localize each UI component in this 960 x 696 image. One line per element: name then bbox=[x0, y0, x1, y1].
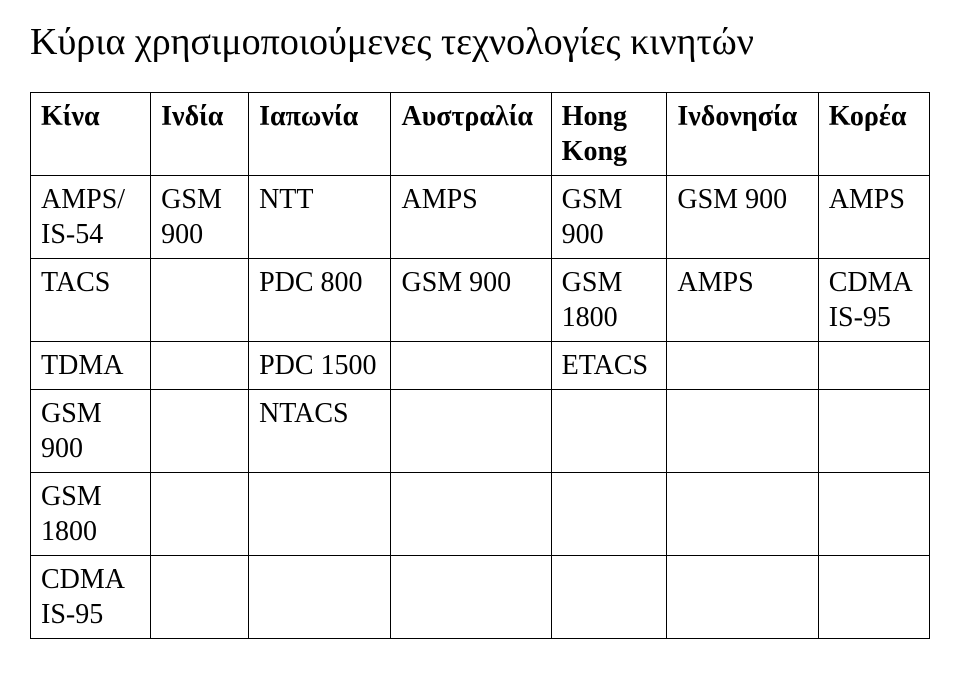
cell: CDMA IS-95 bbox=[818, 259, 929, 342]
table-row: GSM 1800 bbox=[31, 473, 930, 556]
cell: GSM 900 bbox=[391, 259, 551, 342]
cell: GSM 1800 bbox=[31, 473, 151, 556]
cell bbox=[151, 342, 249, 390]
cell: PDC 1500 bbox=[249, 342, 391, 390]
table-row: TDMA PDC 1500 ETACS bbox=[31, 342, 930, 390]
table-row: CDMA IS-95 bbox=[31, 556, 930, 639]
cell bbox=[818, 390, 929, 473]
cell: GSM 900 bbox=[667, 176, 818, 259]
cell: GSM 1800 bbox=[551, 259, 667, 342]
col-header: Ινδονησία bbox=[667, 93, 818, 176]
col-header: Κορέα bbox=[818, 93, 929, 176]
col-header: Hong Kong bbox=[551, 93, 667, 176]
col-header: Ιαπωνία bbox=[249, 93, 391, 176]
cell bbox=[249, 473, 391, 556]
cell bbox=[151, 390, 249, 473]
cell bbox=[818, 473, 929, 556]
table-header-row: Κίνα Ινδία Ιαπωνία Αυστραλία Hong Kong Ι… bbox=[31, 93, 930, 176]
cell bbox=[249, 556, 391, 639]
cell bbox=[151, 556, 249, 639]
cell bbox=[151, 473, 249, 556]
cell bbox=[391, 473, 551, 556]
cell bbox=[391, 342, 551, 390]
cell: GSM 900 bbox=[551, 176, 667, 259]
cell: NTT bbox=[249, 176, 391, 259]
cell bbox=[818, 556, 929, 639]
cell bbox=[667, 390, 818, 473]
col-header: Ινδία bbox=[151, 93, 249, 176]
cell bbox=[667, 556, 818, 639]
col-header: Κίνα bbox=[31, 93, 151, 176]
cell bbox=[667, 473, 818, 556]
page-title: Κύρια χρησιμοποιούμενες τεχνολογίες κινη… bbox=[30, 20, 930, 64]
table-row: GSM 900 NTACS bbox=[31, 390, 930, 473]
cell: GSM 900 bbox=[151, 176, 249, 259]
cell: AMPS bbox=[391, 176, 551, 259]
page: Κύρια χρησιμοποιούμενες τεχνολογίες κινη… bbox=[0, 0, 960, 659]
cell: PDC 800 bbox=[249, 259, 391, 342]
cell bbox=[151, 259, 249, 342]
cell: ETACS bbox=[551, 342, 667, 390]
cell bbox=[391, 390, 551, 473]
cell bbox=[667, 342, 818, 390]
cell: TACS bbox=[31, 259, 151, 342]
cell: AMPS/ IS-54 bbox=[31, 176, 151, 259]
cell: GSM 900 bbox=[31, 390, 151, 473]
cell: TDMA bbox=[31, 342, 151, 390]
cell bbox=[818, 342, 929, 390]
tech-table: Κίνα Ινδία Ιαπωνία Αυστραλία Hong Kong Ι… bbox=[30, 92, 930, 639]
table-row: TACS PDC 800 GSM 900 GSM 1800 AMPS CDMA … bbox=[31, 259, 930, 342]
cell bbox=[551, 473, 667, 556]
cell bbox=[551, 390, 667, 473]
cell: AMPS bbox=[818, 176, 929, 259]
cell bbox=[391, 556, 551, 639]
col-header: Αυστραλία bbox=[391, 93, 551, 176]
cell: AMPS bbox=[667, 259, 818, 342]
cell bbox=[551, 556, 667, 639]
cell: CDMA IS-95 bbox=[31, 556, 151, 639]
cell: NTACS bbox=[249, 390, 391, 473]
table-row: AMPS/ IS-54 GSM 900 NTT AMPS GSM 900 GSM… bbox=[31, 176, 930, 259]
